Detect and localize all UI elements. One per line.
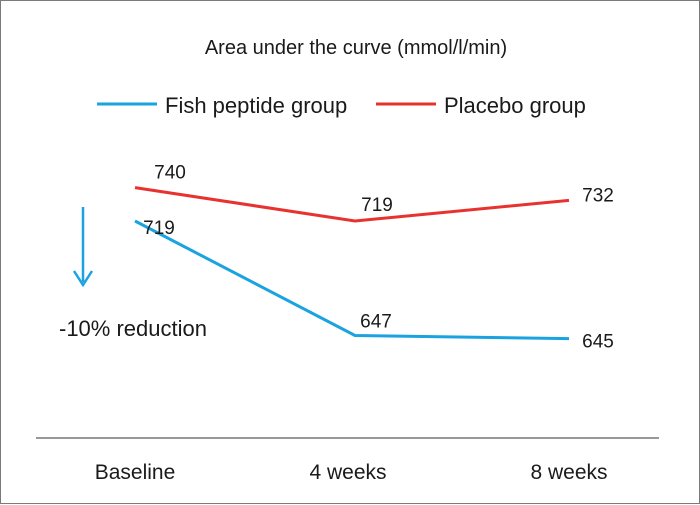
x-axis-labels: Baseline 4 weeks 8 weeks: [95, 461, 608, 484]
x-tick-label-8-weeks: 8 weeks: [530, 461, 607, 484]
placebo-line: [134, 186, 570, 223]
reduction-arrow-head: [72, 270, 94, 288]
placebo-data-label-0: 740: [154, 163, 186, 184]
fish-peptide-data-label-2: 645: [582, 332, 614, 353]
placebo-data-label-2: 732: [582, 185, 614, 206]
chart-title: Area under the curve (mmol/l/min): [205, 37, 507, 59]
series-layer: 719 647 645 740 719 732: [134, 163, 614, 353]
fish-peptide-line: [134, 219, 570, 341]
legend-fish-label: Fish peptide group: [165, 93, 347, 118]
placebo-data-label-1: 719: [361, 195, 393, 216]
fish-peptide-data-label-0: 719: [143, 218, 175, 239]
legend: Fish peptide group Placebo group: [97, 93, 586, 118]
reduction-label: -10% reduction: [59, 316, 207, 341]
fish-peptide-data-label-1: 647: [360, 311, 392, 332]
x-tick-label-4-weeks: 4 weeks: [309, 461, 386, 484]
x-tick-label-baseline: Baseline: [95, 461, 176, 484]
reduction-annotation: -10% reduction: [59, 207, 207, 341]
legend-placebo-label: Placebo group: [444, 93, 586, 118]
